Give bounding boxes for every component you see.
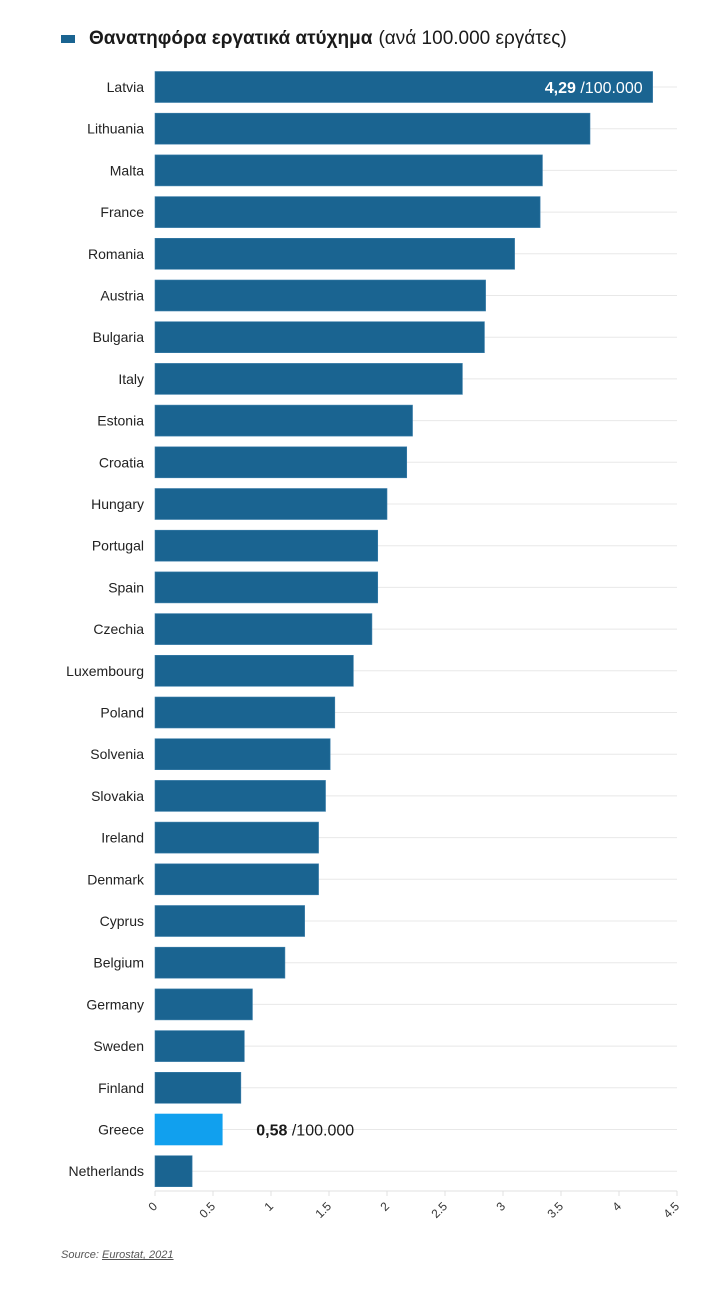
x-tick-label: 0 <box>145 1199 160 1214</box>
bar-malta[interactable] <box>154 154 543 187</box>
bar-cyprus[interactable] <box>154 905 305 937</box>
legend-title-rest: (ανά 100.000 εργάτες) <box>378 28 567 49</box>
category-label: Poland <box>100 705 144 721</box>
bar-hungary[interactable] <box>154 488 388 520</box>
category-label: Denmark <box>87 871 145 887</box>
category-label: Italy <box>118 371 144 387</box>
x-tick-label: 4.5 <box>660 1199 682 1221</box>
category-label: Bulgaria <box>93 329 145 345</box>
category-label: Lithuania <box>87 121 144 137</box>
category-label: Estonia <box>97 413 144 429</box>
bar-poland[interactable] <box>154 696 336 729</box>
data-label-suffix: /100.000 <box>580 80 642 97</box>
category-label: Croatia <box>99 454 144 470</box>
x-tick-label: 4 <box>609 1199 624 1214</box>
legend-swatch <box>61 35 75 43</box>
bar-slovakia[interactable] <box>154 780 326 812</box>
bar-spain[interactable] <box>154 571 379 604</box>
chart-legend: Θανατηφόρα εργατικά ατύχημα (ανά 100.000… <box>61 28 567 50</box>
category-label: Solvenia <box>90 746 144 762</box>
bar-denmark[interactable] <box>154 863 319 896</box>
x-tick-label: 0.5 <box>196 1199 218 1221</box>
category-label: Czechia <box>93 621 144 637</box>
category-label: Belgium <box>93 955 144 971</box>
bar-germany[interactable] <box>154 988 253 1021</box>
bar-bulgaria[interactable] <box>154 321 485 354</box>
category-label: Latvia <box>107 79 145 95</box>
category-label: Sweden <box>93 1038 144 1054</box>
data-label-value: 4,29 <box>545 80 581 97</box>
source-note: Source: Eurostat, 2021 <box>61 1249 174 1261</box>
bar-romania[interactable] <box>154 238 515 270</box>
x-tick-label: 1 <box>261 1199 276 1214</box>
category-label: Austria <box>100 288 144 304</box>
x-tick-label: 2 <box>377 1199 392 1214</box>
category-label: Romania <box>88 246 144 262</box>
bar-estonia[interactable] <box>154 404 413 437</box>
bar-belgium[interactable] <box>154 946 286 979</box>
bar-lithuania[interactable] <box>154 112 591 145</box>
category-label: Germany <box>86 996 144 1012</box>
data-label-value: 0,58 <box>256 1123 292 1140</box>
bar-solvenia[interactable] <box>154 738 331 771</box>
bar-austria[interactable] <box>154 279 486 312</box>
x-tick-label: 3 <box>493 1199 508 1214</box>
bar-sweden[interactable] <box>154 1030 245 1062</box>
data-label-latvia: 4,29 /100.000 <box>545 80 643 97</box>
category-label: Hungary <box>91 496 144 512</box>
bar-portugal[interactable] <box>154 529 379 562</box>
x-tick-label: 1.5 <box>312 1199 334 1221</box>
category-label: Finland <box>98 1080 144 1096</box>
bar-france[interactable] <box>154 196 541 228</box>
category-label: Greece <box>98 1122 144 1138</box>
category-label: Luxembourg <box>66 663 144 679</box>
data-label-greece: 0,58 /100.000 <box>256 1123 354 1140</box>
x-tick-label: 2.5 <box>428 1199 450 1221</box>
category-label: Ireland <box>101 830 144 846</box>
legend-title-bold: Θανατηφόρα εργατικά ατύχημα <box>89 28 373 49</box>
category-label: France <box>100 204 144 220</box>
category-label: Portugal <box>92 538 144 554</box>
category-label: Slovakia <box>91 788 144 804</box>
bar-ireland[interactable] <box>154 821 319 854</box>
data-label-suffix: /100.000 <box>292 1123 354 1140</box>
bar-latvia[interactable] <box>154 71 653 103</box>
bar-greece[interactable] <box>154 1113 223 1146</box>
category-label: Malta <box>110 162 144 178</box>
category-label: Cyprus <box>100 913 144 929</box>
bar-czechia[interactable] <box>154 613 373 645</box>
bar-italy[interactable] <box>154 363 463 395</box>
bar-netherlands[interactable] <box>154 1155 193 1187</box>
bar-croatia[interactable] <box>154 446 408 479</box>
category-label: Spain <box>108 579 144 595</box>
x-tick-label: 3.5 <box>544 1199 566 1221</box>
bar-luxembourg[interactable] <box>154 654 354 687</box>
source-link[interactable]: Eurostat, 2021 <box>101 1249 174 1261</box>
source-prefix: Source: <box>61 1249 99 1261</box>
bar-finland[interactable] <box>154 1072 242 1104</box>
category-label: Netherlands <box>69 1163 145 1179</box>
